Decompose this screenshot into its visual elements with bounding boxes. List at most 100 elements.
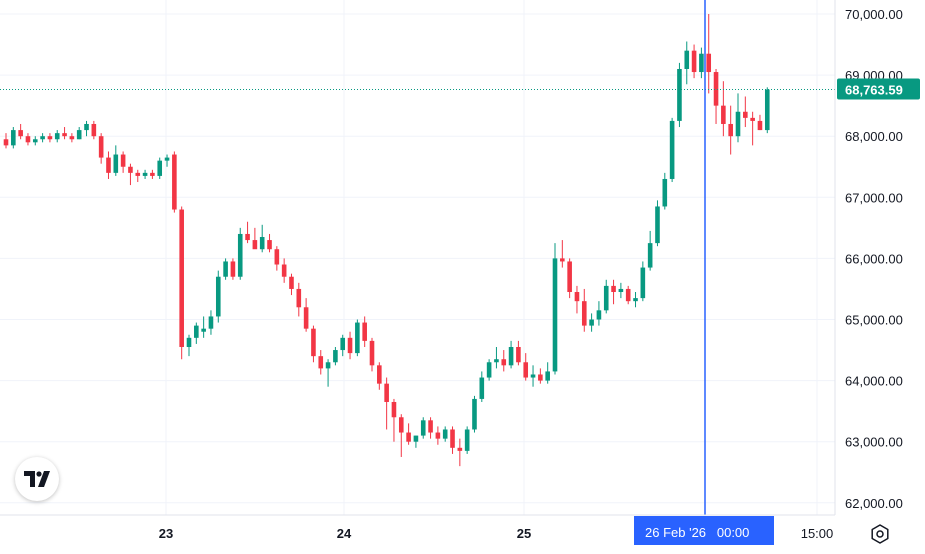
candle[interactable] bbox=[128, 163, 133, 186]
candle[interactable] bbox=[120, 151, 126, 173]
candle[interactable] bbox=[596, 301, 602, 326]
candle[interactable] bbox=[296, 282, 302, 317]
candle[interactable] bbox=[318, 350, 324, 375]
candle[interactable] bbox=[32, 136, 38, 146]
candle[interactable] bbox=[362, 316, 367, 347]
candle[interactable] bbox=[633, 292, 638, 308]
candle[interactable] bbox=[464, 426, 470, 454]
candle[interactable] bbox=[706, 14, 712, 94]
candle[interactable] bbox=[208, 310, 214, 335]
candle[interactable] bbox=[69, 133, 75, 143]
candle[interactable] bbox=[164, 154, 170, 167]
candle[interactable] bbox=[172, 151, 177, 213]
candle[interactable] bbox=[135, 169, 141, 183]
candle[interactable] bbox=[442, 426, 448, 442]
candle[interactable] bbox=[428, 417, 433, 439]
candle[interactable] bbox=[84, 120, 89, 137]
tradingview-logo[interactable] bbox=[15, 457, 59, 501]
candle[interactable] bbox=[406, 423, 411, 445]
candle[interactable] bbox=[377, 362, 382, 390]
candle[interactable] bbox=[325, 359, 331, 387]
candle[interactable] bbox=[201, 316, 206, 338]
candle[interactable] bbox=[91, 120, 97, 140]
candle[interactable] bbox=[355, 319, 360, 357]
candle[interactable] bbox=[435, 426, 441, 445]
candle[interactable] bbox=[581, 288, 587, 332]
candle[interactable] bbox=[567, 258, 572, 299]
candle[interactable] bbox=[142, 169, 148, 179]
candle[interactable] bbox=[245, 221, 250, 244]
candle[interactable] bbox=[516, 340, 521, 366]
candle[interactable] bbox=[347, 331, 353, 360]
candle[interactable] bbox=[691, 44, 697, 79]
candle[interactable] bbox=[54, 130, 60, 143]
candle[interactable] bbox=[106, 151, 111, 179]
candle[interactable] bbox=[662, 172, 668, 210]
candle[interactable] bbox=[186, 334, 192, 357]
candle[interactable] bbox=[669, 117, 675, 183]
candle[interactable] bbox=[728, 105, 733, 155]
candle[interactable] bbox=[40, 133, 45, 143]
candle[interactable] bbox=[333, 346, 338, 366]
candle[interactable] bbox=[501, 350, 507, 372]
candle[interactable] bbox=[625, 285, 631, 305]
candle[interactable] bbox=[384, 377, 389, 430]
candle[interactable] bbox=[398, 414, 404, 457]
candle[interactable] bbox=[150, 169, 155, 179]
candle[interactable] bbox=[3, 133, 9, 149]
candle[interactable] bbox=[486, 359, 492, 381]
candle[interactable] bbox=[274, 246, 280, 271]
candle[interactable] bbox=[611, 279, 616, 305]
candle[interactable] bbox=[391, 398, 397, 442]
candle[interactable] bbox=[252, 227, 258, 250]
candle[interactable] bbox=[677, 62, 682, 128]
candle[interactable] bbox=[603, 279, 609, 314]
candle[interactable] bbox=[215, 270, 221, 323]
candle[interactable] bbox=[62, 127, 67, 140]
candle[interactable] bbox=[311, 325, 316, 363]
candle[interactable] bbox=[735, 93, 741, 143]
candle[interactable] bbox=[369, 337, 375, 372]
candle[interactable] bbox=[713, 68, 719, 124]
candle[interactable] bbox=[523, 353, 529, 381]
candle[interactable] bbox=[267, 233, 272, 253]
candle[interactable] bbox=[237, 227, 243, 280]
candle[interactable] bbox=[560, 240, 565, 268]
candle[interactable] bbox=[757, 114, 763, 131]
candle[interactable] bbox=[479, 371, 485, 402]
candle[interactable] bbox=[647, 230, 653, 271]
candle[interactable] bbox=[457, 438, 463, 467]
candle[interactable] bbox=[289, 273, 294, 296]
candle[interactable] bbox=[11, 127, 16, 149]
chart-settings-button[interactable] bbox=[866, 520, 894, 548]
candle[interactable] bbox=[223, 258, 228, 280]
candle[interactable] bbox=[259, 224, 265, 253]
candle[interactable] bbox=[618, 282, 624, 299]
candle[interactable] bbox=[340, 334, 346, 357]
candle[interactable] bbox=[538, 368, 543, 384]
candle[interactable] bbox=[194, 322, 199, 344]
candle[interactable] bbox=[472, 395, 477, 433]
candle[interactable] bbox=[18, 123, 23, 140]
candle[interactable] bbox=[699, 47, 704, 79]
candle[interactable] bbox=[413, 435, 419, 448]
candle[interactable] bbox=[494, 346, 499, 369]
candle[interactable] bbox=[179, 206, 184, 360]
candle[interactable] bbox=[574, 285, 580, 314]
candle[interactable] bbox=[640, 261, 646, 302]
candle[interactable] bbox=[655, 200, 660, 247]
candle[interactable] bbox=[750, 111, 755, 146]
candle[interactable] bbox=[508, 340, 514, 369]
candle[interactable] bbox=[684, 41, 690, 85]
candle[interactable] bbox=[25, 133, 31, 146]
candle[interactable] bbox=[450, 426, 455, 454]
candle[interactable] bbox=[420, 417, 426, 439]
candle[interactable] bbox=[589, 313, 594, 332]
candle[interactable] bbox=[764, 87, 770, 134]
candle[interactable] bbox=[157, 157, 163, 179]
candle[interactable] bbox=[743, 96, 748, 128]
candle[interactable] bbox=[47, 133, 53, 143]
candle[interactable] bbox=[76, 127, 82, 140]
